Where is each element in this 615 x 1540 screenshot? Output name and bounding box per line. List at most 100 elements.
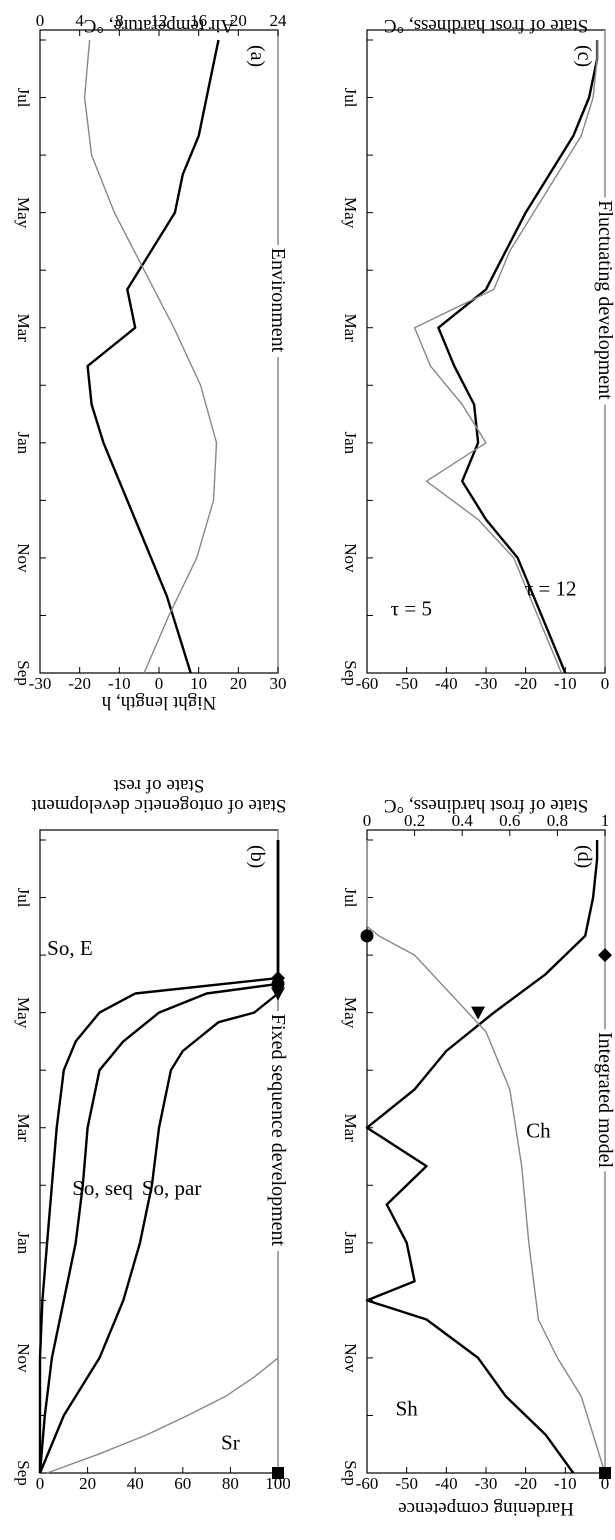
y2-axis-label-d: Hardening competence (398, 1498, 574, 1519)
y-tick-label: 10 (190, 674, 207, 693)
y-axis-label-b-2: State of rest (113, 775, 204, 796)
y2-tick-label: 1 (601, 811, 610, 830)
series-line (38, 840, 280, 1473)
series-line (366, 840, 606, 1474)
panel-title-c: Fluctuating development (594, 200, 615, 400)
y-tick-label: 100 (265, 1474, 291, 1493)
y2-tick-label: 0.2 (404, 811, 425, 830)
plot-frame-b (39, 829, 279, 1474)
diamond-marker (271, 971, 285, 986)
y-tick-label: -20 (514, 674, 537, 693)
y2-axis-label-a: Night length, h (101, 692, 216, 713)
panel-c: (c) Fluctuating development Sep Nov Jan Mar… (341, 15, 615, 693)
series-label: So, seq (72, 1176, 133, 1200)
x-tick-label: Jan (14, 431, 33, 454)
panel-label-b: (b) (246, 845, 268, 868)
y2-tick-label: 0.4 (452, 811, 474, 830)
left-y-ticks-d: 0 -10 -20 -30 -40 -50 -60 (356, 1467, 609, 1493)
left-y-ticks-b: 100 80 60 40 20 0 (36, 1467, 291, 1493)
x-tick-label: Jul (14, 88, 33, 108)
y-tick-label: 0 (36, 1474, 45, 1493)
y-axis-label-c: State of frost hardiness, °C (384, 15, 588, 36)
y-tick-label: -30 (475, 1474, 498, 1493)
x-tick-label: Jan (341, 431, 360, 454)
series-c (413, 40, 599, 674)
series-line (83, 39, 218, 674)
diamond-marker (598, 948, 612, 963)
x-tick-label: Sep (14, 1460, 33, 1486)
series-b (38, 840, 285, 1479)
series-labels-b: Sr So, par So, seq So, E (47, 936, 240, 1455)
x-tick-label: Jul (14, 888, 33, 908)
panel-a: (a) Environment Sep Nov Jan Mar May Jul 30 20 1… (14, 11, 294, 713)
series-line (38, 840, 280, 1474)
x-tick-label: Sep (341, 1460, 360, 1486)
y-tick-label: -60 (356, 674, 379, 693)
series-label: Sh (396, 1396, 419, 1420)
square-marker (599, 1467, 611, 1479)
panel-title-d: Integrated model (594, 1032, 615, 1168)
y2-tick-label: 0 (363, 811, 372, 830)
x-tick-label: Mar (14, 1114, 33, 1143)
square-marker (272, 1467, 284, 1479)
y-tick-label: -30 (29, 674, 52, 693)
y2-tick-label: 16 (190, 11, 207, 30)
series-label: τ = 5 (391, 596, 432, 620)
x-tick-label: Mar (341, 314, 360, 343)
y-tick-label: 40 (127, 1474, 144, 1493)
series-label: Sr (221, 1431, 240, 1455)
x-tick-labels-d: Sep Nov Jan Mar May Jul (341, 839, 373, 1486)
panel-title-a: Environment (267, 248, 289, 353)
panel-title-b: Fixed sequence development (267, 1014, 289, 1247)
panel-label-d: (d) (573, 845, 595, 868)
y2-tick-label: 12 (151, 11, 168, 30)
x-tick-label: May (14, 997, 33, 1029)
panel-label-a: (a) (246, 45, 268, 67)
series-line (437, 40, 599, 674)
y-tick-label: -10 (554, 1474, 577, 1493)
y-tick-label: -30 (475, 674, 498, 693)
x-tick-label: Jul (341, 888, 360, 908)
x-tick-label: Sep (341, 660, 360, 686)
x-tick-label: Jan (341, 1231, 360, 1254)
y2-tick-label: 0.6 (499, 811, 520, 830)
x-tick-label: May (341, 197, 360, 229)
series-labels-c: τ = 12 τ = 5 (391, 576, 577, 620)
x-tick-label: Jan (14, 1231, 33, 1254)
y-tick-label: 20 (230, 674, 247, 693)
panel-d: (d) Integrated model SepNovJanMarMayJul … (341, 795, 615, 1519)
y2-tick-label: 0 (36, 11, 45, 30)
series-line (38, 840, 280, 1474)
x-tick-label: May (341, 997, 360, 1029)
y-tick-label: 0 (155, 674, 164, 693)
y-tick-label: -40 (435, 674, 458, 693)
series-label: So, par (142, 1176, 202, 1200)
y-axis-label-a: Air temperature, °C (84, 15, 235, 36)
y-axis-label-d: State of frost hardiness, °C (384, 795, 588, 816)
series-label: Ch (526, 1118, 551, 1142)
panel-b: (b) Fixed sequence development Sep Nov Jan… (14, 775, 294, 1493)
y2-tick-label: 0.8 (547, 811, 568, 830)
series-line (413, 40, 598, 674)
series-a (83, 39, 220, 674)
y2-tick-label: 20 (230, 11, 247, 30)
right-y-ticks-a: 24 20 16 12 8 4 0 (36, 11, 287, 36)
triangle-marker (471, 1006, 486, 1020)
right-y-ticks-d: 1 0.8 0.6 0.4 0.2 0 (363, 811, 610, 836)
x-tick-labels-b: Sep Nov Jan Mar May Jul (14, 839, 46, 1486)
y-axis-label-b-1: State of ontogenetic development (31, 795, 287, 816)
panel-label-c: (c) (573, 45, 595, 67)
series-label: So, E (47, 936, 93, 960)
y2-tick-label: 24 (270, 11, 288, 30)
x-tick-label: Nov (341, 543, 360, 573)
y-tick-label: -20 (514, 1474, 537, 1493)
x-tick-labels-a: Sep Nov Jan Mar May Jul (14, 39, 46, 686)
x-tick-label: Nov (14, 543, 33, 573)
left-y-ticks-a: 30 20 10 0 -10 -20 -30 (29, 667, 287, 693)
y-tick-label: -50 (395, 1474, 418, 1493)
x-tick-label: May (14, 197, 33, 229)
x-tick-label: Sep (14, 660, 33, 686)
y-tick-label: 30 (270, 674, 287, 693)
